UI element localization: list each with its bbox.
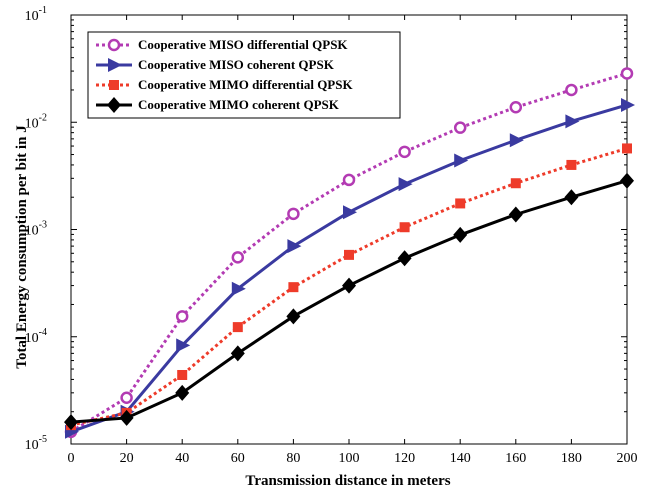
data-point: [176, 338, 191, 353]
data-point: [287, 239, 302, 254]
data-point: [399, 222, 410, 233]
series-line: [70, 103, 628, 434]
y-tick-label: 10-3: [25, 220, 47, 239]
x-tick-label: 120: [394, 451, 415, 466]
data-point: [120, 391, 133, 404]
y-tick-label: 10-5: [25, 434, 47, 453]
data-point: [454, 153, 469, 168]
data-point: [287, 207, 300, 221]
legend-label: Cooperative MISO coherent QPSK: [138, 57, 335, 72]
data-point: [398, 177, 413, 192]
data-point: [64, 414, 78, 431]
data-point: [564, 189, 579, 206]
data-point: [231, 281, 246, 296]
x-tick-label: 180: [561, 451, 582, 466]
x-tick-label: 80: [286, 451, 300, 466]
data-point: [177, 369, 188, 380]
data-point: [397, 250, 412, 267]
data-point: [175, 310, 189, 323]
data-point: [510, 178, 521, 189]
legend-marker: [107, 97, 121, 113]
y-tick-label: 10-4: [25, 327, 47, 346]
legend-marker: [109, 80, 119, 90]
x-tick-label: 20: [120, 451, 134, 466]
data-point: [342, 173, 356, 187]
x-tick-label: 200: [617, 451, 638, 466]
data-point: [230, 345, 245, 362]
data-point: [398, 145, 411, 159]
data-point: [286, 308, 301, 325]
y-axis-title: Total Energy consumption per bit in J: [14, 125, 30, 369]
data-point: [620, 172, 634, 189]
data-point: [621, 97, 635, 112]
data-point: [508, 206, 523, 223]
x-tick-label: 160: [505, 451, 526, 466]
data-point: [342, 277, 356, 294]
data-point: [231, 251, 245, 264]
legend-marker: [107, 38, 121, 52]
data-point: [455, 198, 466, 209]
series-4: [64, 172, 634, 431]
x-tick-label: 100: [339, 451, 360, 466]
series-1: [64, 67, 634, 439]
data-point: [620, 67, 634, 80]
legend: Cooperative MISO differential QPSK Cooper…: [87, 31, 401, 119]
data-point: [343, 205, 357, 220]
series-2: [65, 97, 635, 439]
data-point: [232, 322, 243, 333]
data-point: [453, 121, 467, 134]
x-tick-label: 60: [231, 451, 245, 466]
data-point: [565, 114, 580, 129]
x-tick-label: 0: [68, 451, 75, 466]
x-axis-title: Transmission distance in meters: [245, 473, 450, 489]
data-point: [175, 384, 190, 401]
legend-label: Cooperative MIMO coherent QPSK: [138, 97, 340, 112]
y-tick-label: 10-1: [25, 5, 47, 24]
legend-label: Cooperative MISO differential QPSK: [138, 37, 348, 52]
x-tick-label: 140: [450, 451, 471, 466]
x-tick-label: 40: [175, 451, 189, 466]
legend-box: [87, 31, 401, 119]
data-point: [344, 249, 354, 260]
data-point: [119, 409, 134, 426]
data-point: [509, 100, 523, 114]
legend-label: Cooperative MIMO differential QPSK: [138, 77, 353, 92]
data-point: [565, 83, 578, 97]
plot-area: 0 20 40 60 80 100 120 140 160 180 200 10-5 10-4 10-3 1…: [25, 5, 638, 466]
data-point: [509, 133, 524, 148]
data-point: [566, 159, 577, 170]
data-point: [288, 282, 299, 293]
legend-marker: [108, 58, 122, 72]
data-point: [622, 143, 632, 154]
y-tick-label: 10-2: [25, 112, 47, 131]
data-point: [453, 226, 468, 243]
series-line: [70, 179, 628, 424]
